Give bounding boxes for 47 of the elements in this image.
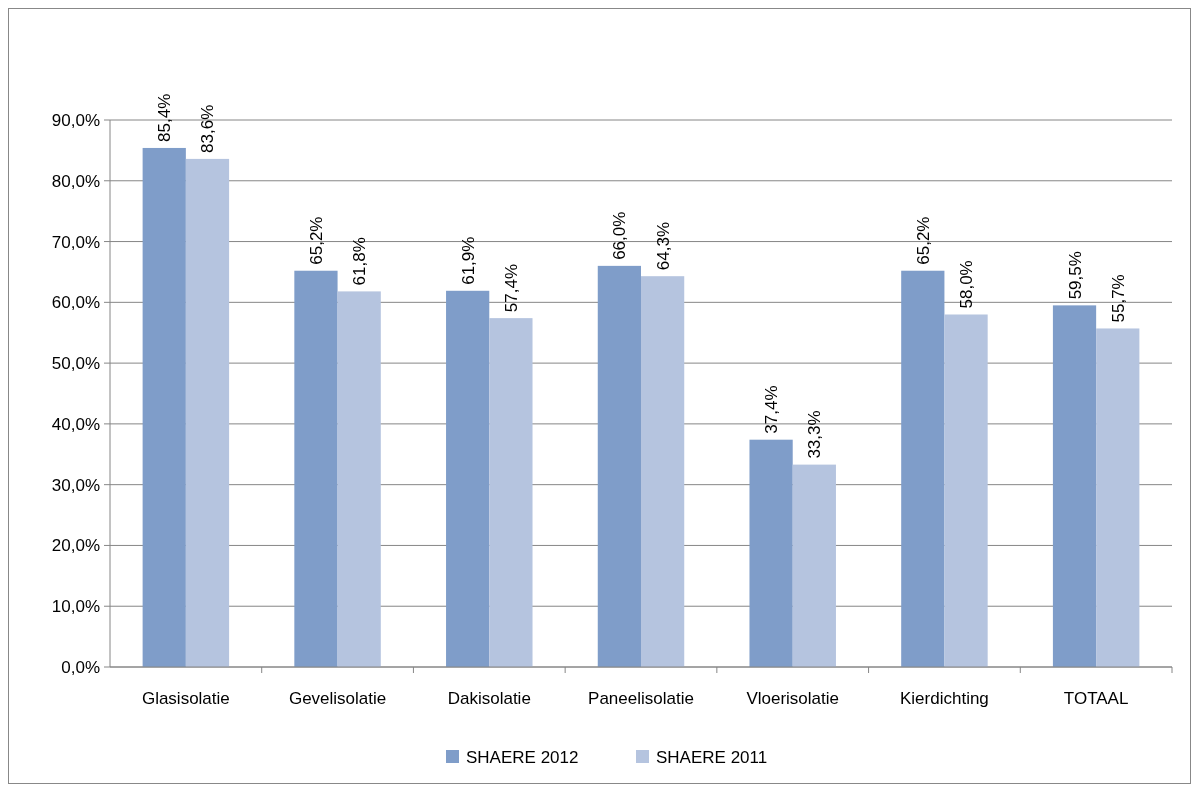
bar xyxy=(1052,305,1097,667)
bar xyxy=(944,314,988,667)
x-tick-label: TOTAAL xyxy=(1063,689,1129,708)
data-label: 83,6% xyxy=(198,104,218,153)
bar xyxy=(641,276,685,667)
y-tick-label: 20,0% xyxy=(51,536,100,556)
data-label: 33,3% xyxy=(805,410,825,459)
data-label: 85,4% xyxy=(155,93,175,142)
bar xyxy=(294,270,338,667)
data-label: 61,9% xyxy=(458,236,478,285)
y-tick-label: 90,0% xyxy=(51,110,100,130)
y-tick-label: 60,0% xyxy=(51,293,100,313)
y-tick-label: 80,0% xyxy=(51,171,100,191)
bar xyxy=(185,158,230,667)
bar xyxy=(1096,328,1140,667)
legend-label: SHAERE 2012 xyxy=(466,747,579,767)
x-tick-label: Dakisolatie xyxy=(447,689,531,708)
x-tick-label: Glasisolatie xyxy=(141,689,230,708)
bar xyxy=(142,147,186,667)
data-label: 65,2% xyxy=(913,216,933,265)
data-label: 59,5% xyxy=(1065,251,1085,300)
bar xyxy=(597,265,641,667)
y-tick-label: 0,0% xyxy=(61,657,100,677)
data-label: 64,3% xyxy=(653,222,673,271)
data-label: 37,4% xyxy=(762,385,782,434)
y-tick-label: 70,0% xyxy=(51,232,100,252)
x-tick-label: Kierdichting xyxy=(900,689,989,708)
bar xyxy=(337,291,381,667)
x-tick-label: Paneelisolatie xyxy=(588,689,694,708)
bar xyxy=(489,318,533,667)
bar xyxy=(901,270,945,667)
y-tick-label: 30,0% xyxy=(51,475,100,495)
x-tick-label: Gevelisolatie xyxy=(288,689,387,708)
y-tick-label: 50,0% xyxy=(51,354,100,374)
bar xyxy=(749,439,793,667)
data-label: 55,7% xyxy=(1108,274,1128,323)
data-label: 57,4% xyxy=(501,263,521,313)
data-label: 61,8% xyxy=(350,237,370,286)
y-tick-label: 10,0% xyxy=(51,597,100,617)
bar xyxy=(446,290,490,667)
x-tick-label: Vloerisolatie xyxy=(746,689,840,708)
bar xyxy=(792,464,836,667)
y-tick-label: 40,0% xyxy=(51,414,100,434)
legend-label: SHAERE 2011 xyxy=(656,747,768,767)
data-label: 65,2% xyxy=(306,216,326,265)
data-label: 66,0% xyxy=(610,211,630,260)
data-label: 58,0% xyxy=(957,260,977,309)
